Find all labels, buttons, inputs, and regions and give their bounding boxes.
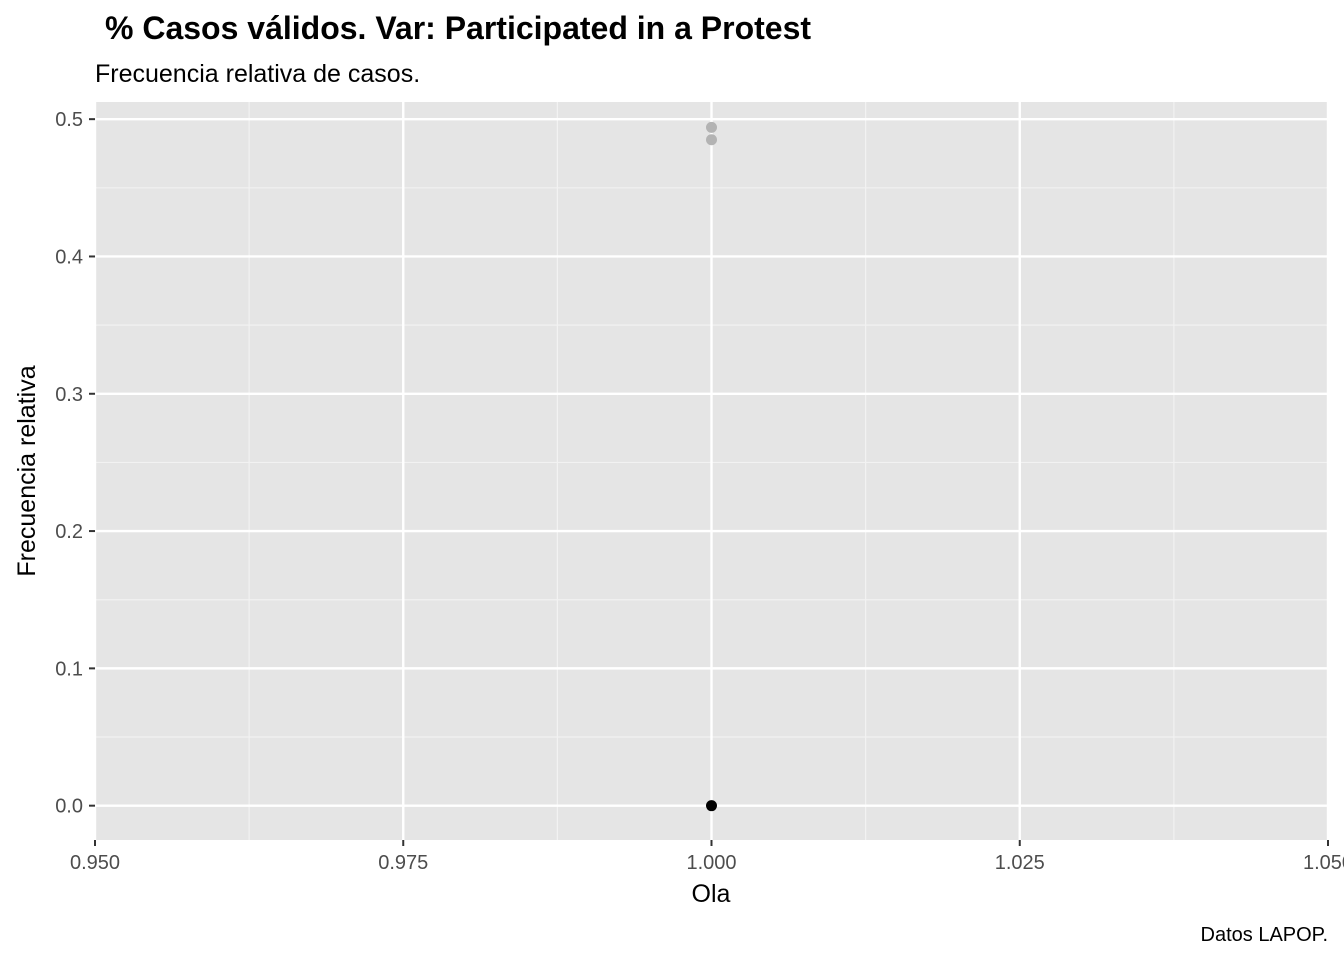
- x-axis-title: Ola: [692, 880, 731, 908]
- data-point: [706, 121, 717, 133]
- x-tick-label: 1.025: [995, 852, 1045, 874]
- x-tick-label: 1.000: [686, 852, 736, 874]
- y-axis-title: Frecuencia relativa: [13, 365, 41, 576]
- chart-subtitle: Frecuencia relativa de casos.: [95, 60, 420, 88]
- chart-caption: Datos LAPOP.: [1201, 924, 1328, 946]
- y-tick-label: 0.1: [55, 658, 83, 680]
- data-point: [706, 800, 717, 812]
- y-tick-label: 0.3: [55, 384, 83, 406]
- x-tick-label: 0.950: [70, 852, 120, 874]
- y-axis: 0.0 0.1 0.2 0.3 0.4 0.5: [55, 109, 95, 818]
- y-tick-label: 0.5: [55, 109, 83, 131]
- y-tick-label: 0.2: [55, 521, 83, 543]
- x-tick-label: 1.050: [1303, 852, 1344, 874]
- data-points: [706, 121, 717, 812]
- chart-title: % Casos válidos. Var: Participated in a …: [105, 10, 811, 46]
- x-axis: 0.950 0.975 1.000 1.025 1.050: [70, 840, 1344, 874]
- y-tick-label: 0.4: [55, 246, 83, 268]
- x-tick-label: 0.975: [378, 852, 428, 874]
- data-point: [706, 134, 717, 146]
- y-tick-label: 0.0: [55, 796, 83, 818]
